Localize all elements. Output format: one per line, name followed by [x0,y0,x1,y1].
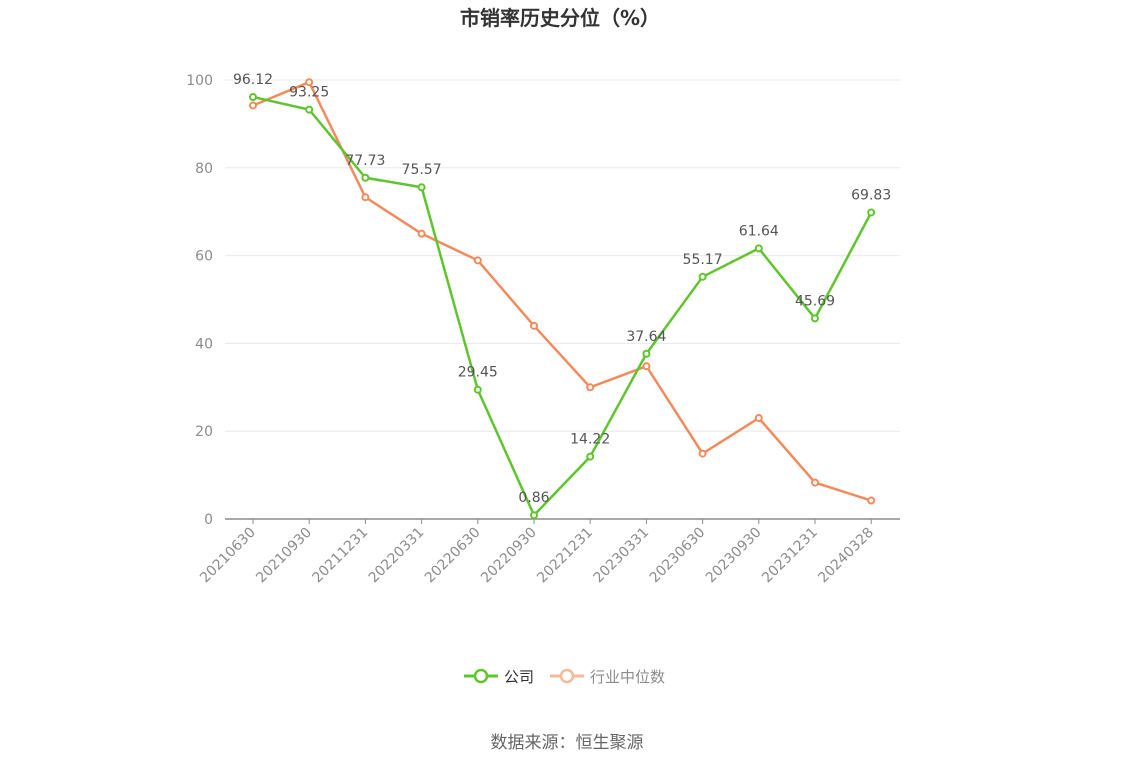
legend-item-company[interactable]: 公司 [464,668,534,686]
data-point[interactable] [811,478,819,487]
data-point[interactable] [698,272,707,281]
data-point[interactable] [417,229,426,238]
x-tick-label: 20231231 [759,525,821,587]
data-label: 45.69 [795,293,835,309]
data-point[interactable] [530,511,538,520]
data-point[interactable] [642,349,651,358]
data-label: 75.57 [402,162,442,178]
chart-title: 市销率历史分位（%） [460,6,660,30]
data-point[interactable] [530,321,538,330]
data-label: 14.22 [570,432,610,448]
data-point[interactable] [586,383,595,392]
data-label: 37.64 [626,329,666,345]
data-label: 29.45 [458,365,498,381]
x-tick-label: 20220930 [478,525,540,587]
x-tick-label: 20220630 [422,525,484,587]
data-labels: 96.12 93.25 77.73 75.57 29.45 0.86 14.22 37.64 5… [233,72,891,506]
data-point[interactable] [249,93,257,102]
data-point[interactable] [642,362,651,371]
y-tick-label: 60 [195,249,213,265]
source-text: 数据来源：恒生聚源 [491,733,644,753]
data-point[interactable] [698,449,707,458]
grid [225,79,900,432]
y-tick-label: 80 [195,161,213,177]
x-tick-label: 20220331 [366,525,428,587]
data-point[interactable] [305,105,314,114]
legend-marker [559,668,575,684]
data-label: 69.83 [851,187,891,203]
legend[interactable]: 公司 行业中位数 [464,668,665,686]
legend-item-industry[interactable]: 行业中位数 [550,668,665,686]
axes: 0204060801002021063020210930202112312022… [186,73,900,586]
x-tick-label: 20230331 [591,525,653,587]
x-tick-label: 20240328 [815,525,877,587]
data-label: 93.25 [289,85,329,101]
data-point[interactable] [473,256,482,265]
data-point[interactable] [867,496,876,505]
x-tick-label: 20230630 [647,525,709,587]
data-label: 61.64 [739,223,779,239]
series-line-0 [252,95,873,517]
y-tick-label: 0 [204,512,213,528]
data-label: 55.17 [683,252,723,268]
data-point[interactable] [417,183,426,192]
x-tick-label: 20210630 [197,525,259,587]
x-tick-label: 20230930 [703,525,765,587]
legend-label: 行业中位数 [590,668,665,686]
y-tick-label: 20 [195,424,213,440]
y-tick-label: 100 [186,73,213,89]
data-label: 0.86 [518,490,549,506]
series-layer [249,78,876,520]
data-point[interactable] [754,414,763,423]
data-point[interactable] [811,314,819,323]
data-point[interactable] [361,173,370,182]
legend-label: 公司 [504,668,534,686]
data-point[interactable] [305,78,314,87]
data-point[interactable] [473,385,482,394]
x-tick-label: 20210930 [253,525,315,587]
legend-marker [473,668,489,684]
x-tick-label: 20211231 [310,525,372,587]
series-line-1 [252,80,872,502]
data-point[interactable] [754,244,763,253]
x-tick-label: 20221231 [534,525,596,587]
data-label: 96.12 [233,72,273,88]
data-point[interactable] [586,452,595,461]
data-point[interactable] [867,208,876,217]
y-tick-label: 40 [195,336,213,352]
data-label: 77.73 [345,153,385,169]
data-point[interactable] [361,193,370,202]
data-point[interactable] [249,101,257,110]
